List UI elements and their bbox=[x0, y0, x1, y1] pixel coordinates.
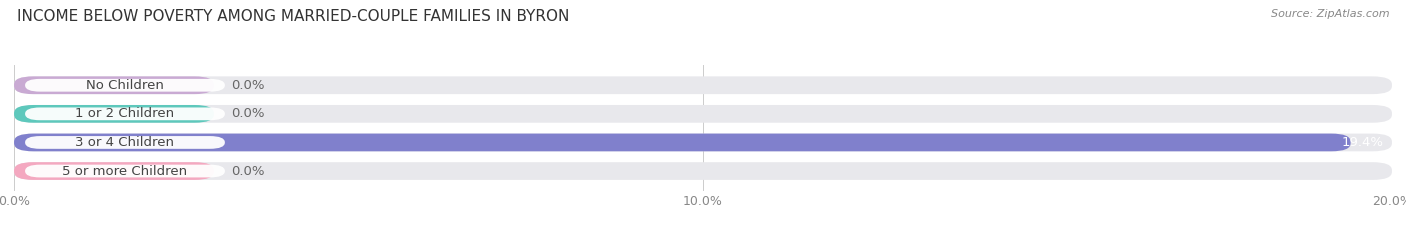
Text: 0.0%: 0.0% bbox=[231, 164, 264, 178]
Text: 0.0%: 0.0% bbox=[231, 79, 264, 92]
FancyBboxPatch shape bbox=[14, 162, 1392, 180]
Text: INCOME BELOW POVERTY AMONG MARRIED-COUPLE FAMILIES IN BYRON: INCOME BELOW POVERTY AMONG MARRIED-COUPL… bbox=[17, 9, 569, 24]
FancyBboxPatch shape bbox=[14, 134, 1392, 151]
Text: 1 or 2 Children: 1 or 2 Children bbox=[76, 107, 174, 120]
Text: 19.4%: 19.4% bbox=[1341, 136, 1384, 149]
FancyBboxPatch shape bbox=[25, 79, 225, 92]
Text: 5 or more Children: 5 or more Children bbox=[62, 164, 187, 178]
FancyBboxPatch shape bbox=[14, 76, 214, 94]
Text: Source: ZipAtlas.com: Source: ZipAtlas.com bbox=[1271, 9, 1389, 19]
FancyBboxPatch shape bbox=[25, 165, 225, 177]
FancyBboxPatch shape bbox=[14, 105, 1392, 123]
FancyBboxPatch shape bbox=[14, 105, 214, 123]
FancyBboxPatch shape bbox=[14, 162, 214, 180]
FancyBboxPatch shape bbox=[14, 134, 1351, 151]
Text: No Children: No Children bbox=[86, 79, 165, 92]
Text: 0.0%: 0.0% bbox=[231, 107, 264, 120]
FancyBboxPatch shape bbox=[25, 136, 225, 149]
FancyBboxPatch shape bbox=[14, 76, 1392, 94]
FancyBboxPatch shape bbox=[25, 107, 225, 120]
Text: 3 or 4 Children: 3 or 4 Children bbox=[76, 136, 174, 149]
